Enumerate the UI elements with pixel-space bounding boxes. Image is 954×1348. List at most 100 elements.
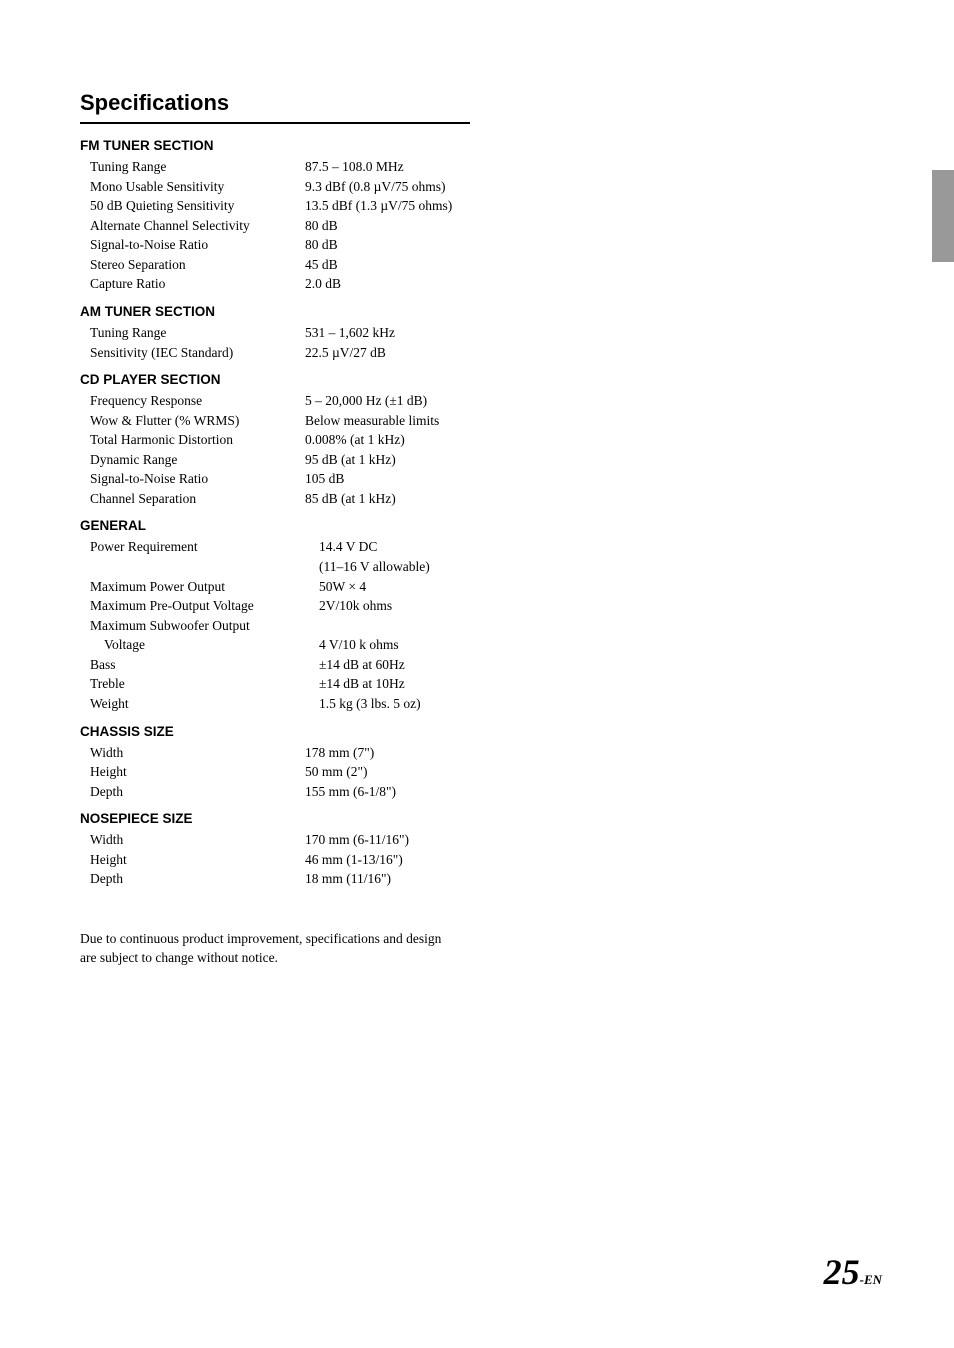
table-row: Power Requirement14.4 V DC — [90, 537, 430, 557]
table-row: Alternate Channel Selectivity80 dB — [90, 216, 452, 236]
table-row: Tuning Range87.5 – 108.0 MHz — [90, 157, 452, 177]
table-row: Height50 mm (2") — [90, 762, 396, 782]
table-row: Treble±14 dB at 10Hz — [90, 674, 430, 694]
table-row: Mono Usable Sensitivity9.3 dBf (0.8 µV/7… — [90, 177, 452, 197]
spec-value: 50W × 4 — [319, 577, 430, 597]
table-row: Capture Ratio2.0 dB — [90, 274, 452, 294]
spec-label: Bass — [90, 655, 319, 675]
spec-label: Maximum Power Output — [90, 577, 319, 597]
spec-label: Total Harmonic Distortion — [90, 430, 305, 450]
spec-value: 45 dB — [305, 255, 452, 275]
table-row: Sensitivity (IEC Standard)22.5 µV/27 dB — [90, 343, 395, 363]
spec-value: 13.5 dBf (1.3 µV/75 ohms) — [305, 196, 452, 216]
spec-value: 5 – 20,000 Hz (±1 dB) — [305, 391, 439, 411]
spec-value: 80 dB — [305, 235, 452, 255]
spec-value: 0.008% (at 1 kHz) — [305, 430, 439, 450]
spec-label: 50 dB Quieting Sensitivity — [90, 196, 305, 216]
spec-label: Height — [90, 762, 305, 782]
section-header: CD PLAYER SECTION — [80, 372, 874, 387]
spec-value: 9.3 dBf (0.8 µV/75 ohms) — [305, 177, 452, 197]
spec-table: Tuning Range87.5 – 108.0 MHzMono Usable … — [90, 157, 452, 294]
section-header: AM TUNER SECTION — [80, 304, 874, 319]
page-number: 25-EN — [824, 1251, 882, 1293]
spec-value: 178 mm (7") — [305, 743, 396, 763]
table-row: 50 dB Quieting Sensitivity13.5 dBf (1.3 … — [90, 196, 452, 216]
spec-value: 18 mm (11/16") — [305, 869, 409, 889]
table-row: Weight1.5 kg (3 lbs. 5 oz) — [90, 694, 430, 714]
spec-label: Stereo Separation — [90, 255, 305, 275]
spec-label: Power Requirement — [90, 537, 319, 557]
spec-label: Sensitivity (IEC Standard) — [90, 343, 305, 363]
spec-value: 105 dB — [305, 469, 439, 489]
spec-label: Signal-to-Noise Ratio — [90, 469, 305, 489]
spec-label: Voltage — [90, 635, 319, 655]
table-row: Voltage4 V/10 k ohms — [90, 635, 430, 655]
spec-label: Width — [90, 830, 305, 850]
spec-table: Width170 mm (6-11/16")Height46 mm (1-13/… — [90, 830, 409, 889]
spec-value: 2.0 dB — [305, 274, 452, 294]
spec-value: 14.4 V DC — [319, 537, 430, 557]
spec-value: ±14 dB at 10Hz — [319, 674, 430, 694]
spec-label: Mono Usable Sensitivity — [90, 177, 305, 197]
spec-sections: FM TUNER SECTIONTuning Range87.5 – 108.0… — [80, 138, 874, 889]
page-content: Specifications FM TUNER SECTION Tuning Ra… — [0, 0, 954, 968]
table-row: Maximum Subwoofer Output — [90, 616, 430, 636]
section-header: CHASSIS SIZE — [80, 724, 874, 739]
spec-label: Wow & Flutter (% WRMS) — [90, 411, 305, 431]
spec-value: 50 mm (2") — [305, 762, 396, 782]
section-header: GENERAL — [80, 518, 874, 533]
table-row: Width178 mm (7") — [90, 743, 396, 763]
spec-label: Frequency Response — [90, 391, 305, 411]
spec-table: Frequency Response5 – 20,000 Hz (±1 dB)W… — [90, 391, 439, 508]
spec-value: 170 mm (6-11/16") — [305, 830, 409, 850]
spec-value: 46 mm (1-13/16") — [305, 850, 409, 870]
spec-label: Maximum Subwoofer Output — [90, 616, 319, 636]
table-row: Stereo Separation45 dB — [90, 255, 452, 275]
spec-value — [319, 616, 430, 636]
table-row: Bass±14 dB at 60Hz — [90, 655, 430, 675]
table-row: Frequency Response5 – 20,000 Hz (±1 dB) — [90, 391, 439, 411]
spec-value: ±14 dB at 60Hz — [319, 655, 430, 675]
side-tab — [932, 170, 954, 262]
table-row: Signal-to-Noise Ratio80 dB — [90, 235, 452, 255]
spec-label: Tuning Range — [90, 157, 305, 177]
table-row: Tuning Range531 – 1,602 kHz — [90, 323, 395, 343]
table-row: Wow & Flutter (% WRMS)Below measurable l… — [90, 411, 439, 431]
spec-value: 80 dB — [305, 216, 452, 236]
spec-label: Depth — [90, 869, 305, 889]
spec-label: Capture Ratio — [90, 274, 305, 294]
page-number-suffix: -EN — [860, 1272, 882, 1287]
footnote-line1: Due to continuous product improvement, s… — [80, 931, 441, 946]
footnote-line2: are subject to change without notice. — [80, 950, 278, 965]
spec-label: Treble — [90, 674, 319, 694]
spec-table: Tuning Range531 – 1,602 kHzSensitivity (… — [90, 323, 395, 362]
page-title: Specifications — [80, 90, 470, 124]
spec-label: Tuning Range — [90, 323, 305, 343]
table-row: Height46 mm (1-13/16") — [90, 850, 409, 870]
spec-label: Height — [90, 850, 305, 870]
spec-table: Power Requirement14.4 V DC(11–16 V allow… — [90, 537, 430, 713]
table-row: Dynamic Range95 dB (at 1 kHz) — [90, 450, 439, 470]
spec-value: 4 V/10 k ohms — [319, 635, 430, 655]
spec-value: 95 dB (at 1 kHz) — [305, 450, 439, 470]
table-row: Width170 mm (6-11/16") — [90, 830, 409, 850]
table-row: Total Harmonic Distortion0.008% (at 1 kH… — [90, 430, 439, 450]
spec-value: 22.5 µV/27 dB — [305, 343, 395, 363]
footnote: Due to continuous product improvement, s… — [80, 929, 874, 968]
spec-value: 1.5 kg (3 lbs. 5 oz) — [319, 694, 430, 714]
spec-value: (11–16 V allowable) — [319, 557, 430, 577]
spec-label: Dynamic Range — [90, 450, 305, 470]
spec-label: Depth — [90, 782, 305, 802]
section-header: FM TUNER SECTION — [80, 138, 874, 153]
spec-value: 85 dB (at 1 kHz) — [305, 489, 439, 509]
spec-label: Maximum Pre-Output Voltage — [90, 596, 319, 616]
table-row: Signal-to-Noise Ratio105 dB — [90, 469, 439, 489]
table-row: Depth18 mm (11/16") — [90, 869, 409, 889]
spec-value: 531 – 1,602 kHz — [305, 323, 395, 343]
spec-value: 2V/10k ohms — [319, 596, 430, 616]
spec-label — [90, 557, 319, 577]
spec-value: Below measurable limits — [305, 411, 439, 431]
spec-value: 155 mm (6-1/8") — [305, 782, 396, 802]
spec-table: Width178 mm (7")Height50 mm (2")Depth155… — [90, 743, 396, 802]
spec-value: 87.5 – 108.0 MHz — [305, 157, 452, 177]
